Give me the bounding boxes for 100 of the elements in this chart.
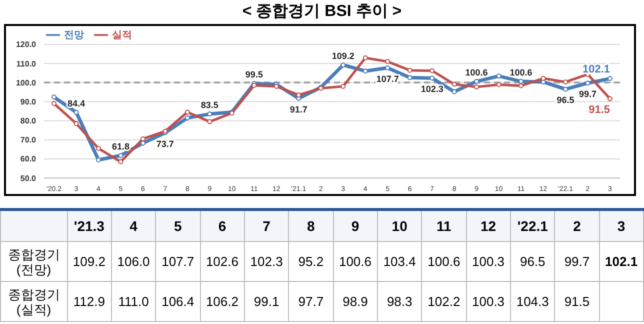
data-label: 102.3 [420, 84, 444, 94]
x-tick-label: 11 [422, 210, 466, 242]
x-tick-label: 12 [466, 210, 510, 242]
point [340, 62, 346, 68]
point [362, 55, 368, 60]
point [184, 115, 190, 120]
point [96, 157, 101, 162]
point [540, 76, 546, 81]
data-label: 102.6 [200, 242, 244, 282]
data-label: 102.3 [244, 242, 289, 282]
x-tick-label: 7 [244, 210, 289, 242]
point [608, 76, 612, 82]
x-tick-label: 10 [377, 210, 422, 242]
point [207, 112, 212, 117]
data-label: 91.5 [588, 104, 610, 116]
data-label: 99.7 [578, 89, 597, 100]
point [140, 140, 146, 146]
y-tick-label: 종합경기 (전망) [0, 242, 68, 282]
point [407, 68, 412, 73]
point [496, 74, 502, 79]
data-label: 102.1 [582, 64, 610, 76]
point [52, 94, 56, 100]
data-label: 100.3 [466, 282, 510, 322]
x-tick-label: 4 [111, 210, 156, 242]
data-label: 107.7 [376, 74, 399, 84]
data-label: 91.7 [290, 104, 308, 114]
y-tick-label: 120.0 [16, 40, 37, 50]
data-label: 102.2 [422, 282, 466, 322]
data-label: 104.3 [510, 282, 555, 322]
point [563, 79, 568, 84]
point [407, 75, 412, 80]
data-label: 100.3 [466, 242, 510, 282]
chart-title: < 종합경기 BSI 추이 > [241, 2, 403, 22]
x-tick-label: 5 [156, 210, 200, 242]
point [96, 146, 101, 151]
point [118, 152, 124, 158]
data-label: 112.9 [67, 282, 112, 322]
point [385, 59, 390, 64]
point [452, 89, 457, 94]
data-label: 102.1 [599, 242, 644, 282]
data-label: 95.2 [288, 242, 334, 282]
point [74, 121, 79, 126]
data-label: 109.2 [67, 242, 112, 282]
point [362, 68, 368, 74]
data-label: 103.4 [377, 242, 422, 282]
point [184, 110, 190, 115]
x-tick-label: 3 [599, 210, 644, 242]
data-label: 98.3 [377, 282, 422, 322]
point [52, 101, 56, 106]
point [430, 76, 435, 81]
data-label: 106.0 [111, 242, 156, 282]
data-label: 96.5 [556, 95, 574, 106]
data-label: 100.6 [422, 242, 466, 282]
point [118, 159, 124, 164]
data-label: 73.7 [156, 138, 174, 149]
data-label: 106.2 [200, 282, 244, 322]
point [474, 84, 480, 90]
data-label: 100.6 [510, 67, 532, 78]
point [74, 110, 79, 115]
x-tick-label: 8 [288, 210, 334, 242]
data-label: 107.7 [156, 242, 200, 282]
data-label: 109.2 [332, 50, 354, 61]
data-label: 99.5 [245, 69, 263, 80]
y-tick-label: 60.0 [20, 154, 37, 164]
y-tick-label: 50.0 [20, 174, 37, 183]
data-label: 61.8 [112, 141, 130, 152]
data-label: 91.5 [554, 282, 600, 322]
data-label: 111.0 [111, 282, 156, 322]
data-label: 98.9 [333, 282, 378, 322]
point [608, 96, 612, 102]
data-label: 99.7 [554, 242, 600, 282]
legend-label: 실적 [112, 30, 132, 41]
data-label: 84.4 [67, 98, 86, 108]
y-tick-label: 100.0 [16, 78, 37, 88]
point [452, 82, 457, 87]
point [430, 68, 435, 74]
y-tick-label: 90.0 [20, 97, 37, 106]
y-tick-label: 80.0 [20, 116, 37, 126]
y-tick-label: 종합경기 (실적) [0, 282, 68, 322]
point [518, 83, 524, 88]
point [140, 136, 146, 142]
data-label: 97.7 [288, 282, 334, 322]
x-tick-label: 2 [554, 210, 600, 242]
x-tick-label: '21.3 [67, 210, 112, 242]
y-tick-label: 70.0 [20, 136, 37, 145]
point [385, 65, 390, 70]
x-tick-label: '22.1 [510, 210, 555, 242]
data-label: 83.5 [200, 100, 218, 110]
data-label: 100.6 [465, 67, 488, 78]
point [563, 86, 568, 92]
y-tick-label: 110.0 [16, 59, 37, 68]
point [474, 78, 480, 84]
point [207, 119, 212, 124]
point [296, 92, 302, 98]
x-tick-label: 6 [200, 210, 244, 242]
point [585, 80, 590, 86]
data-label: 99.1 [244, 282, 289, 322]
legend-label: 전망 [64, 30, 84, 41]
x-tick-label: 9 [333, 210, 378, 242]
data-label: 106.4 [156, 282, 200, 322]
